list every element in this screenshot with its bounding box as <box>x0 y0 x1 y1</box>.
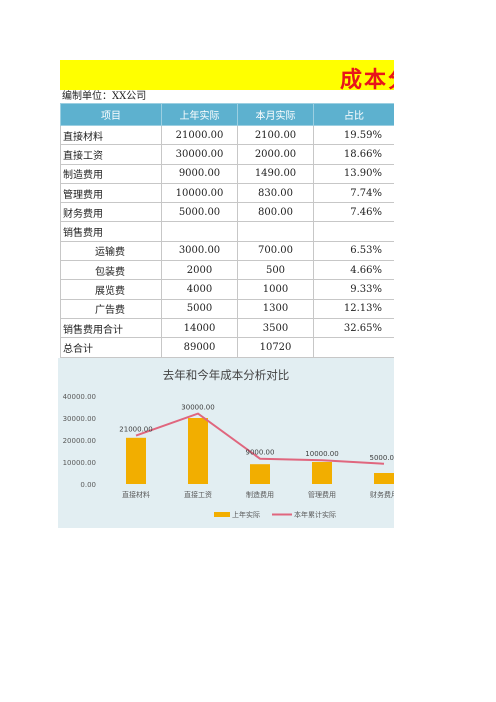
row-ratio-cell[interactable]: 19.59% <box>313 124 394 146</box>
data-label: 21000.00 <box>119 426 152 434</box>
row-ratio-cell[interactable]: 13.90% <box>313 163 394 184</box>
row-this-month-cell[interactable]: 2000.00 <box>237 144 314 165</box>
row-last-year-cell[interactable]: 4000 <box>161 279 238 300</box>
row-this-month-cell[interactable] <box>237 221 314 242</box>
table-row: 总合计 89000 10720 <box>60 337 394 358</box>
row-ratio-cell[interactable]: 7.46% <box>313 202 394 223</box>
row-last-year-cell[interactable]: 89000 <box>161 337 238 358</box>
row-this-month-cell[interactable]: 800.00 <box>237 202 314 223</box>
table-row: 包装费 2000 500 4.66% <box>60 260 394 281</box>
bar-4 <box>374 473 394 484</box>
chart-title: 去年和今年成本分析对比 <box>163 368 290 382</box>
row-last-year-cell[interactable]: 5000 <box>161 298 238 319</box>
y-tick-label: 0.00 <box>80 481 96 489</box>
row-last-year-cell[interactable]: 21000.00 <box>161 124 238 146</box>
row-ratio-cell[interactable] <box>313 337 394 358</box>
line-series <box>135 412 385 465</box>
data-label: 30000.00 <box>181 404 214 412</box>
data-label: 9000.00 <box>246 449 275 457</box>
row-ratio-cell[interactable]: 7.74% <box>313 182 394 204</box>
y-tick-label: 10000.00 <box>63 459 96 467</box>
row-last-year-cell[interactable]: 3000.00 <box>161 240 238 262</box>
header-row: 项目 上年实际 本月实际 占比 <box>60 103 394 126</box>
table-row: 销售费用合计 14000 3500 32.65% <box>60 317 394 339</box>
row-ratio-cell[interactable]: 9.33% <box>313 279 394 300</box>
unit-label: 编制单位：XX公司 <box>62 91 147 102</box>
y-tick-label: 20000.00 <box>63 437 96 445</box>
sheet-title: 成本分 <box>340 68 394 93</box>
table-row: 销售费用 <box>60 221 394 242</box>
row-item-cell[interactable]: 财务费用 <box>60 202 162 223</box>
row-ratio-cell[interactable]: 18.66% <box>313 144 394 165</box>
row-item-cell[interactable]: 销售费用 <box>60 221 162 242</box>
bar-1 <box>188 418 208 484</box>
row-item-cell[interactable]: 展览费 <box>60 279 162 300</box>
row-last-year-cell[interactable]: 9000.00 <box>161 163 238 184</box>
row-item-cell[interactable]: 总合计 <box>60 337 162 358</box>
row-ratio-cell[interactable] <box>313 221 394 242</box>
row-this-month-cell[interactable]: 1300 <box>237 298 314 319</box>
table-row: 管理费用 10000.00 830.00 7.74% <box>60 182 394 204</box>
y-tick-label: 40000.00 <box>63 393 96 401</box>
row-this-month-cell[interactable]: 10720 <box>237 337 314 358</box>
table-row: 制造费用 9000.00 1490.00 13.90% <box>60 163 394 184</box>
table-row: 运输费 3000.00 700.00 6.53% <box>60 240 394 262</box>
row-last-year-cell[interactable]: 5000.00 <box>161 202 238 223</box>
data-label: 5000.00 <box>370 454 394 462</box>
x-tick-label: 制造费用 <box>246 490 274 499</box>
legend-bar-swatch <box>214 512 230 517</box>
row-item-cell[interactable]: 直接工资 <box>60 144 162 165</box>
bar-0 <box>126 437 146 484</box>
bar-2 <box>250 464 270 484</box>
row-ratio-cell[interactable]: 32.65% <box>313 317 394 339</box>
row-last-year-cell[interactable]: 14000 <box>161 317 238 339</box>
table-row: 展览费 4000 1000 9.33% <box>60 279 394 300</box>
table-row: 广告费 5000 1300 12.13% <box>60 298 394 319</box>
legend-line-label: 本年累计实际 <box>294 510 336 519</box>
legend-bar-label: 上年实际 <box>232 510 260 519</box>
row-this-month-cell[interactable]: 700.00 <box>237 240 314 262</box>
header-ratio[interactable]: 占比 <box>313 103 394 126</box>
row-this-month-cell[interactable]: 1490.00 <box>237 163 314 184</box>
row-item-cell[interactable]: 制造费用 <box>60 163 162 184</box>
cost-table: 项目 上年实际 本月实际 占比 直接材料 21000.00 2100.00 19.59… <box>60 103 394 358</box>
table-row: 直接材料 21000.00 2100.00 19.59% <box>60 124 394 146</box>
table-row: 财务费用 5000.00 800.00 7.46% <box>60 202 394 223</box>
row-this-month-cell[interactable]: 830.00 <box>237 182 314 204</box>
row-this-month-cell[interactable]: 3500 <box>237 317 314 339</box>
row-this-month-cell[interactable]: 1000 <box>237 279 314 300</box>
x-tick-label: 财务费用 <box>370 490 394 499</box>
row-last-year-cell[interactable]: 10000.00 <box>161 182 238 204</box>
table-row: 直接工资 30000.00 2000.00 18.66% <box>60 144 394 165</box>
header-this-month[interactable]: 本月实际 <box>237 103 314 126</box>
x-tick-label: 管理费用 <box>308 490 336 499</box>
row-item-cell[interactable]: 销售费用合计 <box>60 317 162 339</box>
x-tick-label: 直接材料 <box>122 490 150 499</box>
header-last-year[interactable]: 上年实际 <box>161 103 238 126</box>
spreadsheet: 成本分 编制单位：XX公司 项目 上年实际 本月实际 占比 直接材料21000.… <box>60 60 394 358</box>
row-this-month-cell[interactable]: 2100.00 <box>237 124 314 146</box>
x-tick-label: 直接工资 <box>184 490 212 499</box>
header-item[interactable]: 项目 <box>60 103 162 126</box>
row-ratio-cell[interactable]: 12.13% <box>313 298 394 319</box>
cost-comparison-chart[interactable]: 去年和今年成本分析对比 0.00 10000.00 20000.00 30000.00 4… <box>58 358 394 528</box>
row-last-year-cell[interactable]: 2000 <box>161 260 238 281</box>
row-last-year-cell[interactable] <box>161 221 238 242</box>
row-item-cell[interactable]: 运输费 <box>60 240 162 262</box>
row-ratio-cell[interactable]: 6.53% <box>313 240 394 262</box>
data-label: 10000.00 <box>305 450 338 458</box>
row-item-cell[interactable]: 管理费用 <box>60 182 162 204</box>
row-ratio-cell[interactable]: 4.66% <box>313 260 394 281</box>
row-item-cell[interactable]: 包装费 <box>60 260 162 281</box>
chart-svg: 去年和今年成本分析对比 0.00 10000.00 20000.00 30000.00 4… <box>63 368 394 519</box>
bar-3 <box>312 462 332 484</box>
row-item-cell[interactable]: 广告费 <box>60 298 162 319</box>
title-bar: 成本分 <box>60 60 394 93</box>
row-last-year-cell[interactable]: 30000.00 <box>161 144 238 165</box>
row-this-month-cell[interactable]: 500 <box>237 260 314 281</box>
row-item-cell[interactable]: 直接材料 <box>60 124 162 146</box>
y-tick-label: 30000.00 <box>63 415 96 423</box>
